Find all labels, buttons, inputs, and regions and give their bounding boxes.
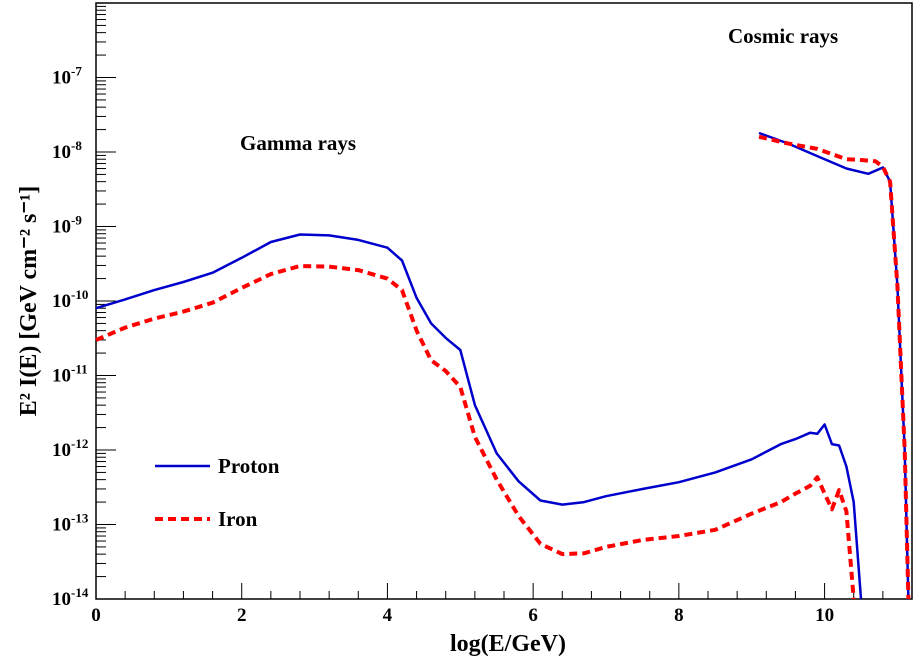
y-tick-label: 10-8	[52, 138, 82, 163]
x-tick-label: 8	[674, 605, 684, 626]
x-tick-label: 6	[528, 605, 538, 626]
y-tick-label: 10-14	[52, 585, 89, 610]
series-proton-cosmic-rays	[758, 131, 910, 600]
axis-ticks: 0 2 4 6 8 10 10-14 10-13 10-12 10-11 10-10 10-9 10-8…	[52, 5, 913, 626]
y-tick-label: 10-10	[52, 287, 88, 312]
annotation-gamma-rays: Gamma rays	[240, 131, 356, 155]
series-iron-gamma-rays	[95, 264, 856, 600]
y-tick-label: 10-7	[52, 64, 82, 89]
series-proton-gamma-rays	[95, 233, 863, 600]
data-curves	[95, 131, 911, 600]
legend: Proton Iron	[155, 454, 280, 531]
y-axis-title: E² I(E) [GeV cm⁻² s⁻¹]	[16, 186, 42, 416]
x-tick-label: 4	[383, 605, 393, 626]
y-tick-label: 10-9	[52, 213, 82, 238]
x-tick-label: 2	[237, 605, 247, 626]
legend-label-iron: Iron	[218, 507, 258, 531]
series-iron-cosmic-rays	[758, 134, 911, 600]
annotation-cosmic-rays: Cosmic rays	[728, 24, 838, 48]
legend-label-proton: Proton	[218, 454, 280, 478]
x-tick-label: 10	[815, 605, 834, 626]
y-tick-label: 10-12	[52, 436, 88, 461]
y-tick-label: 10-11	[52, 362, 88, 387]
y-tick-label: 10-13	[52, 511, 89, 536]
x-axis-title: log(E/GeV)	[450, 631, 566, 657]
x-tick-label: 0	[91, 605, 101, 626]
